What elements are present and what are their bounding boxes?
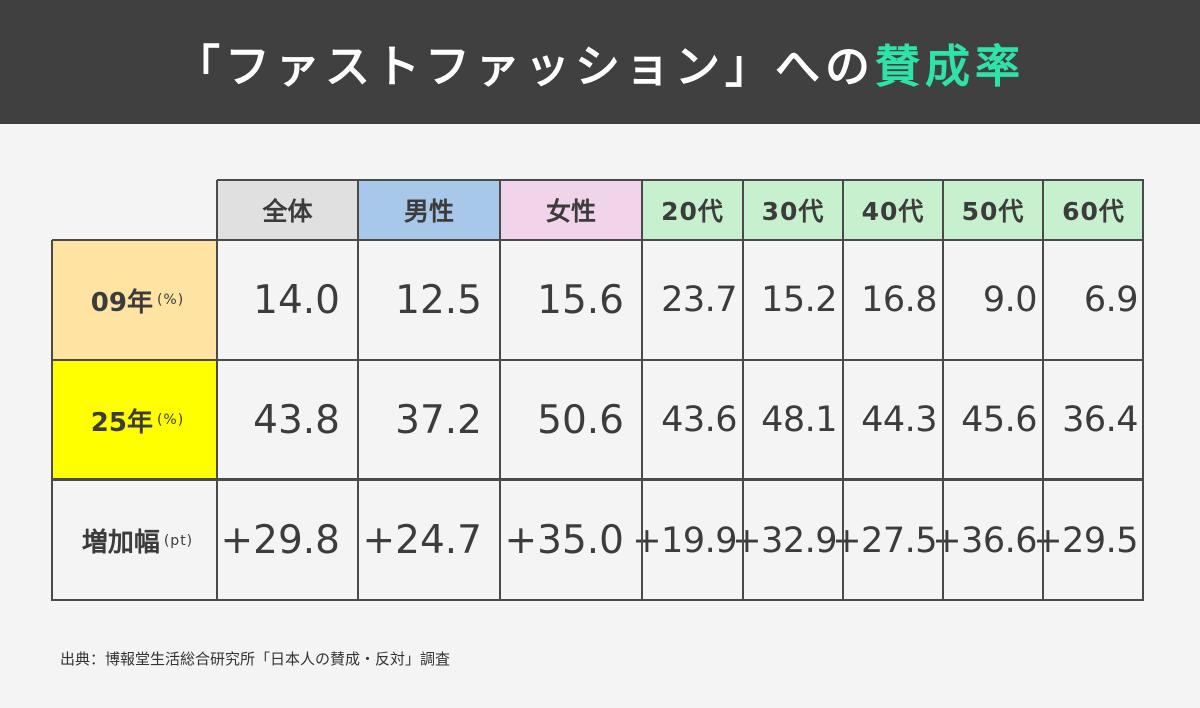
row-label-unit: (%) bbox=[156, 292, 185, 308]
data-cell-60s: 36.4 bbox=[1062, 400, 1138, 440]
title-bar: 「ファストファッション」への賛成率 bbox=[0, 0, 1200, 124]
data-cell-all: 43.8 bbox=[253, 397, 340, 443]
column-header-60s: 60代 bbox=[1043, 180, 1144, 240]
data-cell-all: +29.8 bbox=[220, 518, 340, 563]
column-header-male: 男性 bbox=[358, 180, 500, 240]
source-note: 出典：博報堂生活総合研究所「日本人の賛成・反対」調査 bbox=[60, 650, 451, 668]
row-label-unit: (%) bbox=[156, 412, 185, 428]
row-label-unit: (pt) bbox=[163, 532, 194, 549]
data-cell-20s: 43.6 bbox=[661, 400, 737, 440]
data-cell-60s: +29.5 bbox=[1033, 520, 1138, 561]
data-cell-40s: 16.8 bbox=[861, 280, 937, 320]
grid-line-vertical bbox=[357, 180, 359, 601]
column-header-50s: 50代 bbox=[943, 180, 1043, 240]
data-cell-50s: 9.0 bbox=[982, 280, 1038, 320]
column-header-40s: 40代 bbox=[843, 180, 943, 240]
data-cell-female: 15.6 bbox=[537, 277, 624, 323]
column-header-20s: 20代 bbox=[642, 180, 743, 240]
grid-line-vertical bbox=[942, 180, 944, 601]
data-cell-female: 50.6 bbox=[537, 397, 624, 443]
page-title: 「ファストファッション」への賛成率 bbox=[175, 30, 1025, 95]
data-cell-20s: 23.7 bbox=[661, 280, 737, 320]
column-header-30s: 30代 bbox=[743, 180, 843, 240]
grid-line-horizontal bbox=[52, 599, 1144, 601]
row-label-text: 09年 bbox=[90, 287, 153, 318]
grid-line-vertical bbox=[216, 180, 218, 601]
grid-line-horizontal bbox=[217, 179, 1144, 181]
data-cell-30s: 15.2 bbox=[761, 280, 837, 320]
data-cell-40s: 44.3 bbox=[861, 400, 937, 440]
data-table: 全体 男性 女性 20代 30代 40代 50代 60代 09年 (%) 14.0 12.5 15.6 2… bbox=[51, 179, 1144, 601]
data-cell-50s: +36.6 bbox=[932, 520, 1037, 561]
data-cell-male: +24.7 bbox=[362, 518, 482, 563]
grid-line-vertical bbox=[1142, 180, 1144, 601]
data-cell-30s: 48.1 bbox=[761, 400, 837, 440]
grid-line-vertical bbox=[499, 180, 501, 601]
data-cell-60s: 6.9 bbox=[1083, 280, 1139, 320]
grid-line-vertical bbox=[1042, 180, 1044, 601]
data-cell-all: 14.0 bbox=[253, 277, 340, 323]
column-header-female: 女性 bbox=[500, 180, 642, 240]
title-accent: 賛成率 bbox=[875, 39, 1026, 93]
column-header-all: 全体 bbox=[217, 180, 358, 240]
row-label: 25年 (%) bbox=[52, 360, 217, 480]
grid-line-horizontal bbox=[52, 239, 1144, 241]
data-cell-20s: +19.9 bbox=[632, 520, 737, 561]
grid-line-vertical bbox=[51, 240, 53, 601]
data-cell-30s: +32.9 bbox=[732, 520, 837, 561]
data-cell-male: 12.5 bbox=[395, 277, 482, 323]
data-cell-male: 37.2 bbox=[395, 397, 482, 443]
grid-line-vertical bbox=[742, 180, 744, 601]
row-label: 増加幅 (pt) bbox=[52, 480, 217, 601]
data-cell-40s: +27.5 bbox=[832, 520, 937, 561]
grid-line-vertical bbox=[842, 180, 844, 601]
data-cell-female: +35.0 bbox=[504, 518, 624, 563]
row-label: 09年 (%) bbox=[52, 240, 217, 360]
grid-line-vertical bbox=[641, 180, 643, 601]
row-label-text: 増加幅 bbox=[81, 528, 160, 558]
data-cell-50s: 45.6 bbox=[961, 400, 1037, 440]
grid-line-horizontal bbox=[52, 478, 1144, 481]
grid-line-horizontal bbox=[52, 359, 1144, 361]
title-main: 「ファストファッション」への bbox=[174, 39, 875, 93]
row-label-text: 25年 bbox=[90, 407, 153, 438]
